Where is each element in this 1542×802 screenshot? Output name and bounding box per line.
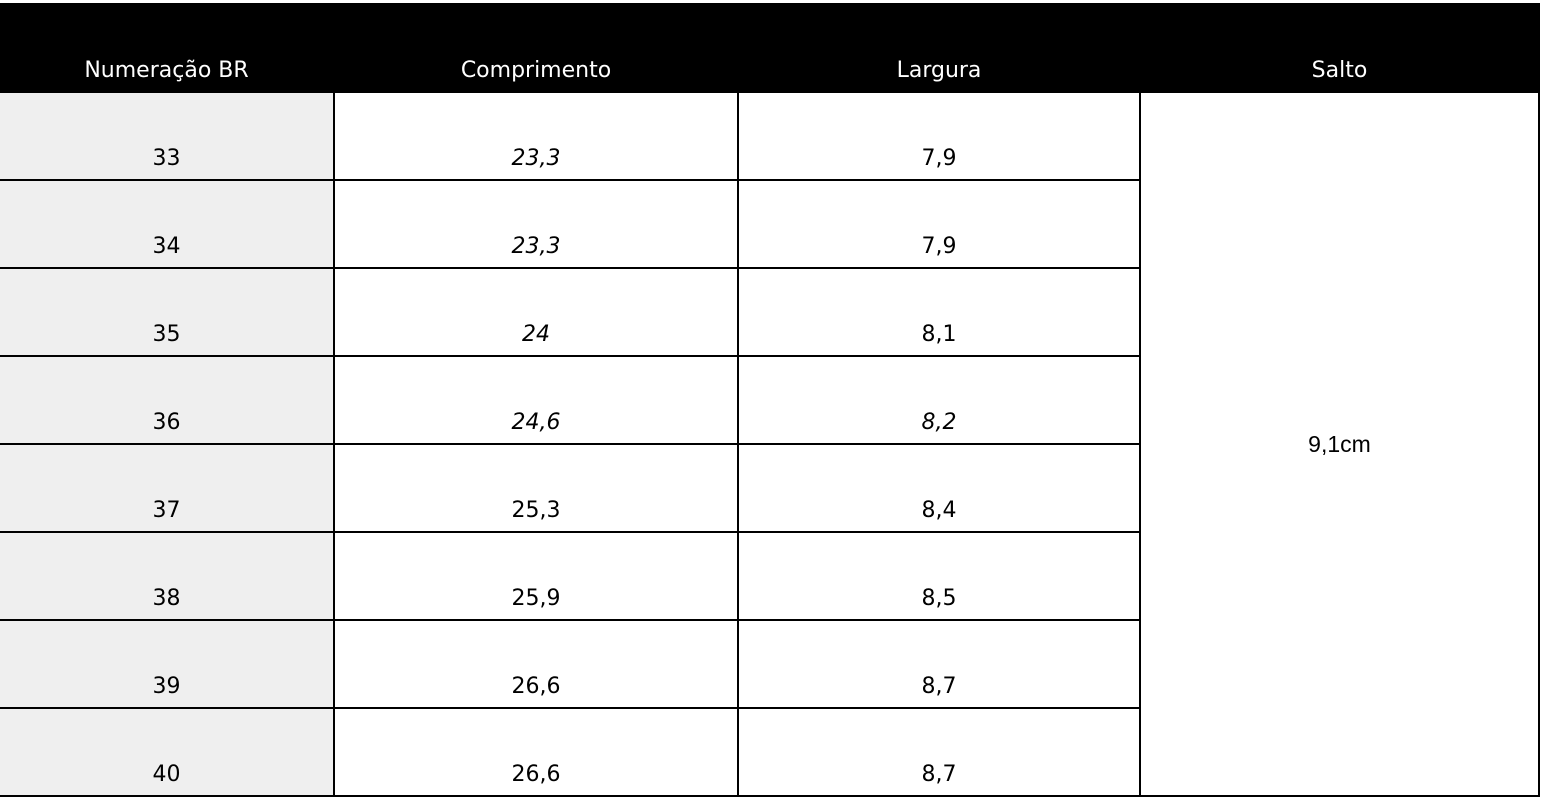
table-cell: 34 xyxy=(0,181,335,269)
table-cell: 8,4 xyxy=(739,445,1141,533)
header-cell: Comprimento xyxy=(335,3,739,93)
table-cell: 25,3 xyxy=(335,445,739,533)
header-cell: Numeração BR xyxy=(0,3,335,93)
merged-cell: 9,1cm xyxy=(1141,93,1540,797)
table-cell: 35 xyxy=(0,269,335,357)
table-cell: 38 xyxy=(0,533,335,621)
table-cell: 37 xyxy=(0,445,335,533)
table-cell: 8,2 xyxy=(739,357,1141,445)
table-cell: 8,1 xyxy=(739,269,1141,357)
table-cell: 26,6 xyxy=(335,621,739,709)
table-cell: 8,7 xyxy=(739,709,1141,797)
table-cell: 26,6 xyxy=(335,709,739,797)
table-cell: 39 xyxy=(0,621,335,709)
table-cell: 23,3 xyxy=(335,181,739,269)
table-cell: 7,9 xyxy=(739,93,1141,181)
table-cell: 7,9 xyxy=(739,181,1141,269)
header-cell: Salto xyxy=(1141,3,1540,93)
table-cell: 23,3 xyxy=(335,93,739,181)
table-cell: 8,7 xyxy=(739,621,1141,709)
table-cell: 24 xyxy=(335,269,739,357)
header-cell: Largura xyxy=(739,3,1141,93)
table-cell: 33 xyxy=(0,93,335,181)
table-cell: 24,6 xyxy=(335,357,739,445)
table-cell: 25,9 xyxy=(335,533,739,621)
table-cell: 36 xyxy=(0,357,335,445)
table-cell: 8,5 xyxy=(739,533,1141,621)
table-cell: 40 xyxy=(0,709,335,797)
